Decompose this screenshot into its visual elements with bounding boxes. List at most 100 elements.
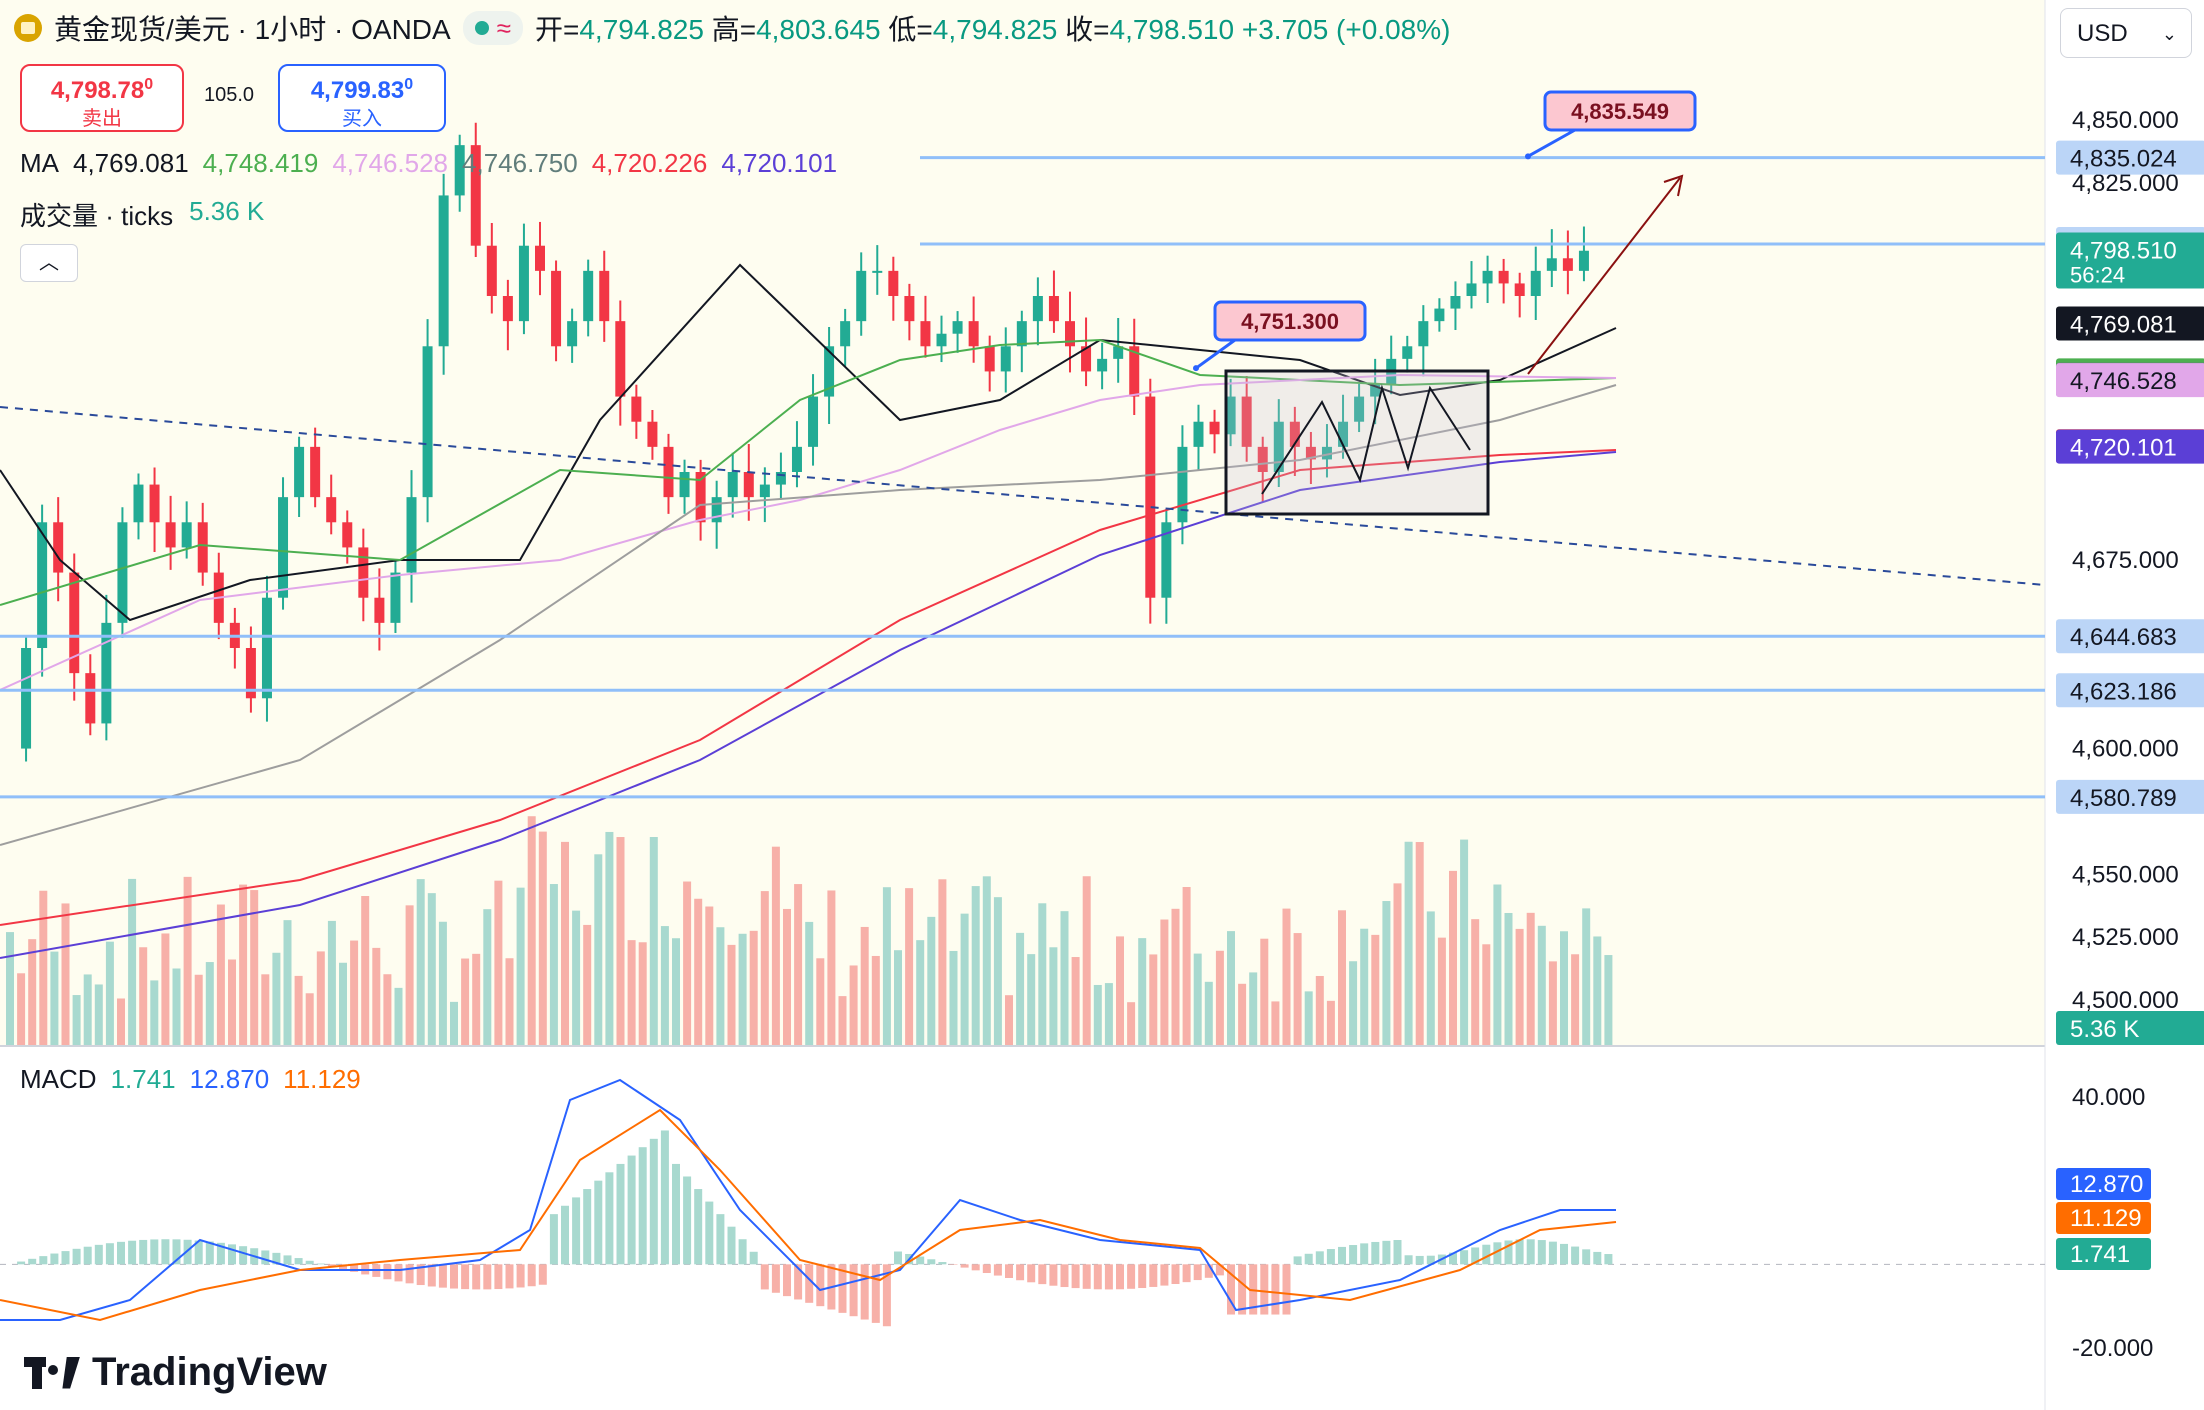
macd-bar [783, 1264, 791, 1297]
volume-bar [894, 950, 902, 1045]
macd-bar [816, 1264, 825, 1307]
candle-body [374, 597, 385, 623]
price-scale-label: 4,835.024 [2056, 140, 2204, 175]
chevron-up-icon: ︿ [39, 252, 59, 274]
volume-bar [1260, 938, 1269, 1045]
branding-text: TradingView [92, 1350, 327, 1394]
candle-body [1370, 384, 1381, 397]
volume-bar [194, 974, 203, 1045]
price-label-bg [2056, 306, 2204, 341]
macd-scale-label: 11.129 [2056, 1202, 2151, 1234]
candle-body [984, 346, 995, 372]
volume-bar [993, 897, 1002, 1045]
candle-body [117, 522, 128, 623]
macd-label-text: 11.129 [2070, 1205, 2142, 1232]
volume-bar [1371, 934, 1380, 1045]
macd-bar [405, 1264, 414, 1284]
market-status-pill[interactable]: ≈ [462, 11, 523, 45]
candle-body [85, 673, 96, 724]
candle-body [1450, 296, 1461, 309]
price-tick: 4,600.000 [2072, 736, 2179, 763]
macd-bar [28, 1258, 37, 1265]
buy-price: 4,799.83 [310, 77, 405, 104]
volume-bar [705, 906, 714, 1045]
macd-bar [1071, 1264, 1080, 1289]
volume-bar [294, 975, 303, 1045]
tradingview-logo[interactable]: TradingView [24, 1350, 327, 1395]
volume-bar [1215, 950, 1224, 1045]
currency-selector[interactable]: USD ⌄ [2060, 8, 2192, 58]
collapse-legend-button[interactable]: ︿ [20, 244, 78, 282]
volume-bar [760, 891, 769, 1045]
candle-body [294, 446, 305, 498]
macd-bar [1027, 1264, 1036, 1283]
candle-body [583, 270, 594, 322]
volume-legend[interactable]: 成交量 · ticks 5.36 K [20, 196, 264, 233]
price-label-text: 4,644.683 [2070, 624, 2177, 651]
macd-bar [472, 1264, 481, 1290]
volume-bar [594, 854, 603, 1045]
macd-bar [327, 1264, 336, 1267]
volume-bar [1537, 925, 1546, 1045]
volume-bar [205, 962, 214, 1045]
candle-body [808, 396, 819, 447]
volume-bar [383, 974, 392, 1045]
macd-bar [572, 1197, 581, 1265]
macd-bar [882, 1264, 891, 1327]
volume-bar [1060, 911, 1069, 1045]
volume-bar [416, 879, 425, 1045]
macd-label-bg [2056, 1168, 2151, 1200]
macd-pane[interactable] [0, 1048, 2045, 1410]
main-chart-pane[interactable] [0, 0, 2045, 1045]
volume-bar [1138, 938, 1147, 1045]
macd-legend[interactable]: MACD 1.741 12.870 11.129 [20, 1064, 361, 1095]
candle-body [775, 472, 786, 485]
macd-label-text: 1.741 [2070, 1241, 2130, 1268]
candle-body [1209, 421, 1220, 435]
volume-bar [1437, 937, 1446, 1045]
macd-bar [1127, 1264, 1136, 1289]
volume-bars [6, 816, 1613, 1045]
price-label-bg [2056, 232, 2204, 289]
candle-body [888, 270, 899, 296]
candle-body [1000, 346, 1011, 372]
volume-bar [1460, 839, 1469, 1045]
macd-bar [394, 1264, 403, 1282]
macd-bar [1238, 1264, 1247, 1315]
sell-button[interactable]: 4,798.780 卖出 [20, 64, 184, 132]
macd-bar [938, 1262, 947, 1265]
macd-histogram [17, 1130, 1613, 1327]
macd-bar [527, 1264, 536, 1287]
macd-signal-line [0, 1108, 1617, 1322]
macd-bar [1349, 1245, 1358, 1265]
volume-bar [1149, 954, 1158, 1045]
candle-body [872, 270, 883, 273]
volume-bar [427, 893, 436, 1045]
macd-bar [427, 1264, 436, 1287]
symbol-header: 黄金现货/美元 · 1小时 · OANDA ≈ 开=4,794.825 高=4,… [14, 8, 1450, 48]
macd-bar [616, 1163, 625, 1265]
volume-bar [694, 898, 703, 1045]
candle-body [197, 522, 208, 573]
volume-bar [483, 909, 492, 1045]
macd-bar [516, 1264, 525, 1288]
macd-scale-label: 1.741 [2056, 1238, 2151, 1270]
macd-bar [1537, 1240, 1546, 1265]
macd-bar [216, 1242, 225, 1265]
sell-label: 卖出 [82, 108, 122, 130]
price-label-bg [2056, 140, 2204, 175]
macd-bar [1082, 1264, 1091, 1289]
volume-bar [660, 926, 669, 1045]
price-label-text: 4,769.081 [2070, 311, 2177, 338]
macd-bar [1471, 1247, 1480, 1265]
macd-bar [1227, 1264, 1235, 1315]
ma-legend[interactable]: MA 4,769.081 4,748.419 4,746.528 4,746.7… [20, 148, 837, 179]
volume-bar [1349, 961, 1358, 1045]
buy-button[interactable]: 4,799.830 买入 [278, 64, 446, 132]
symbol-title[interactable]: 黄金现货/美元 · 1小时 · OANDA [54, 14, 451, 45]
volume-bar [1582, 908, 1591, 1045]
volume-bar [161, 933, 170, 1045]
volume-bar [1504, 912, 1513, 1045]
macd-bar [305, 1260, 314, 1265]
